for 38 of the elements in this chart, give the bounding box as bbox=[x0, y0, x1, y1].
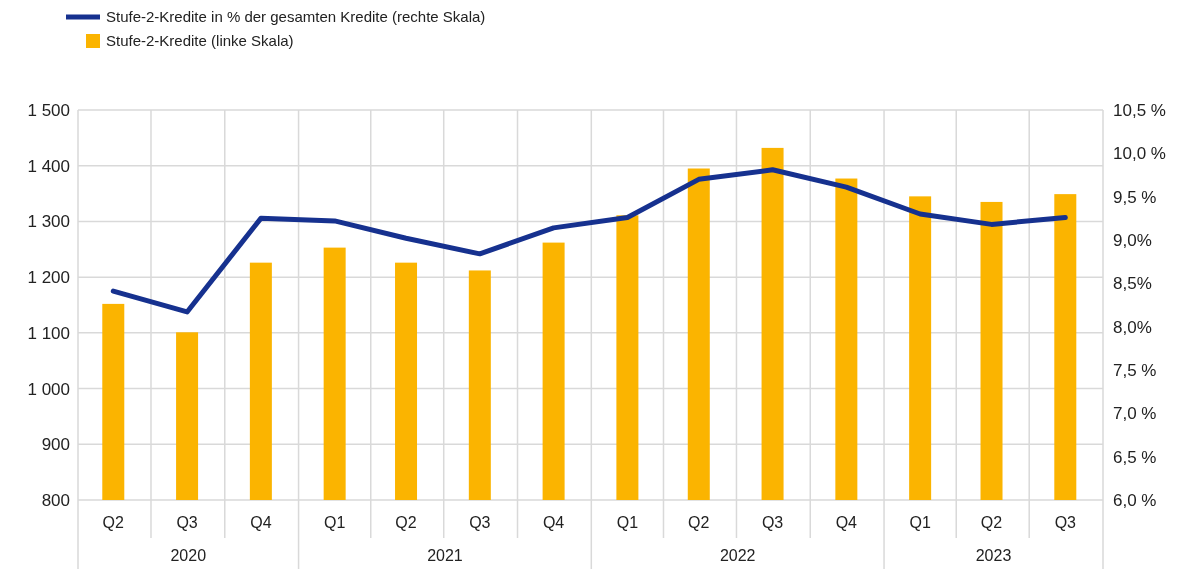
legend-label: Stufe-2-Kredite in % der gesamten Kredite (rechte Skala) bbox=[106, 8, 486, 26]
x-tick-label: Q4 bbox=[542, 514, 565, 531]
x-tick-label: Q1 bbox=[616, 514, 639, 531]
x-tick-label: Q3 bbox=[761, 514, 784, 531]
x-tick-label: Q3 bbox=[1054, 514, 1077, 531]
y-tick-label: 900 bbox=[41, 435, 70, 455]
y-tick-label: 1 000 bbox=[27, 379, 70, 399]
y2-tick-label: 7,0 % bbox=[1113, 404, 1157, 424]
x-tick-label: Q1 bbox=[909, 514, 931, 531]
x-tick-label: Q2 bbox=[102, 514, 125, 531]
x-tick-label: Q2 bbox=[980, 514, 1003, 531]
x-tick-label: Q2 bbox=[395, 514, 417, 531]
y2-tick-label: 6,0 % bbox=[1113, 490, 1157, 510]
x-tick-label: Q1 bbox=[323, 514, 346, 531]
y-tick-label: 800 bbox=[41, 490, 70, 510]
x-tick-label: Q2 bbox=[688, 514, 710, 531]
y-tick-label: 1 400 bbox=[27, 156, 70, 176]
y2-tick-label: 7,5 % bbox=[1113, 360, 1157, 380]
y-tick-label: 1 300 bbox=[27, 212, 70, 232]
y-tick-label: 1 500 bbox=[27, 100, 70, 120]
y2-tick-label: 8,5% bbox=[1113, 274, 1152, 294]
x-tick-label: Q3 bbox=[176, 514, 198, 531]
text: 2020 bbox=[170, 547, 207, 564]
x-tick-label: Q4 bbox=[250, 514, 272, 531]
y2-tick-label: 9,5 % bbox=[1113, 187, 1157, 207]
y2-tick-label: 9,0% bbox=[1113, 230, 1152, 250]
y2-tick-label: 10,0 % bbox=[1113, 144, 1166, 164]
text: 2023 bbox=[975, 547, 1012, 564]
x-tick-label: Q3 bbox=[469, 514, 491, 531]
y-tick-label: 1 200 bbox=[27, 268, 70, 288]
text: 2021 bbox=[427, 547, 463, 564]
y2-tick-label: 6,5 % bbox=[1113, 447, 1157, 467]
legend-label: Stufe-2-Kredite (linke Skala) bbox=[106, 32, 294, 50]
y2-tick-label: 10,5 % bbox=[1113, 100, 1166, 120]
y2-tick-label: 8,0% bbox=[1113, 317, 1152, 337]
text: 2022 bbox=[719, 547, 756, 564]
x-tick-label: Q4 bbox=[835, 514, 858, 531]
y-tick-label: 1 100 bbox=[27, 323, 70, 343]
